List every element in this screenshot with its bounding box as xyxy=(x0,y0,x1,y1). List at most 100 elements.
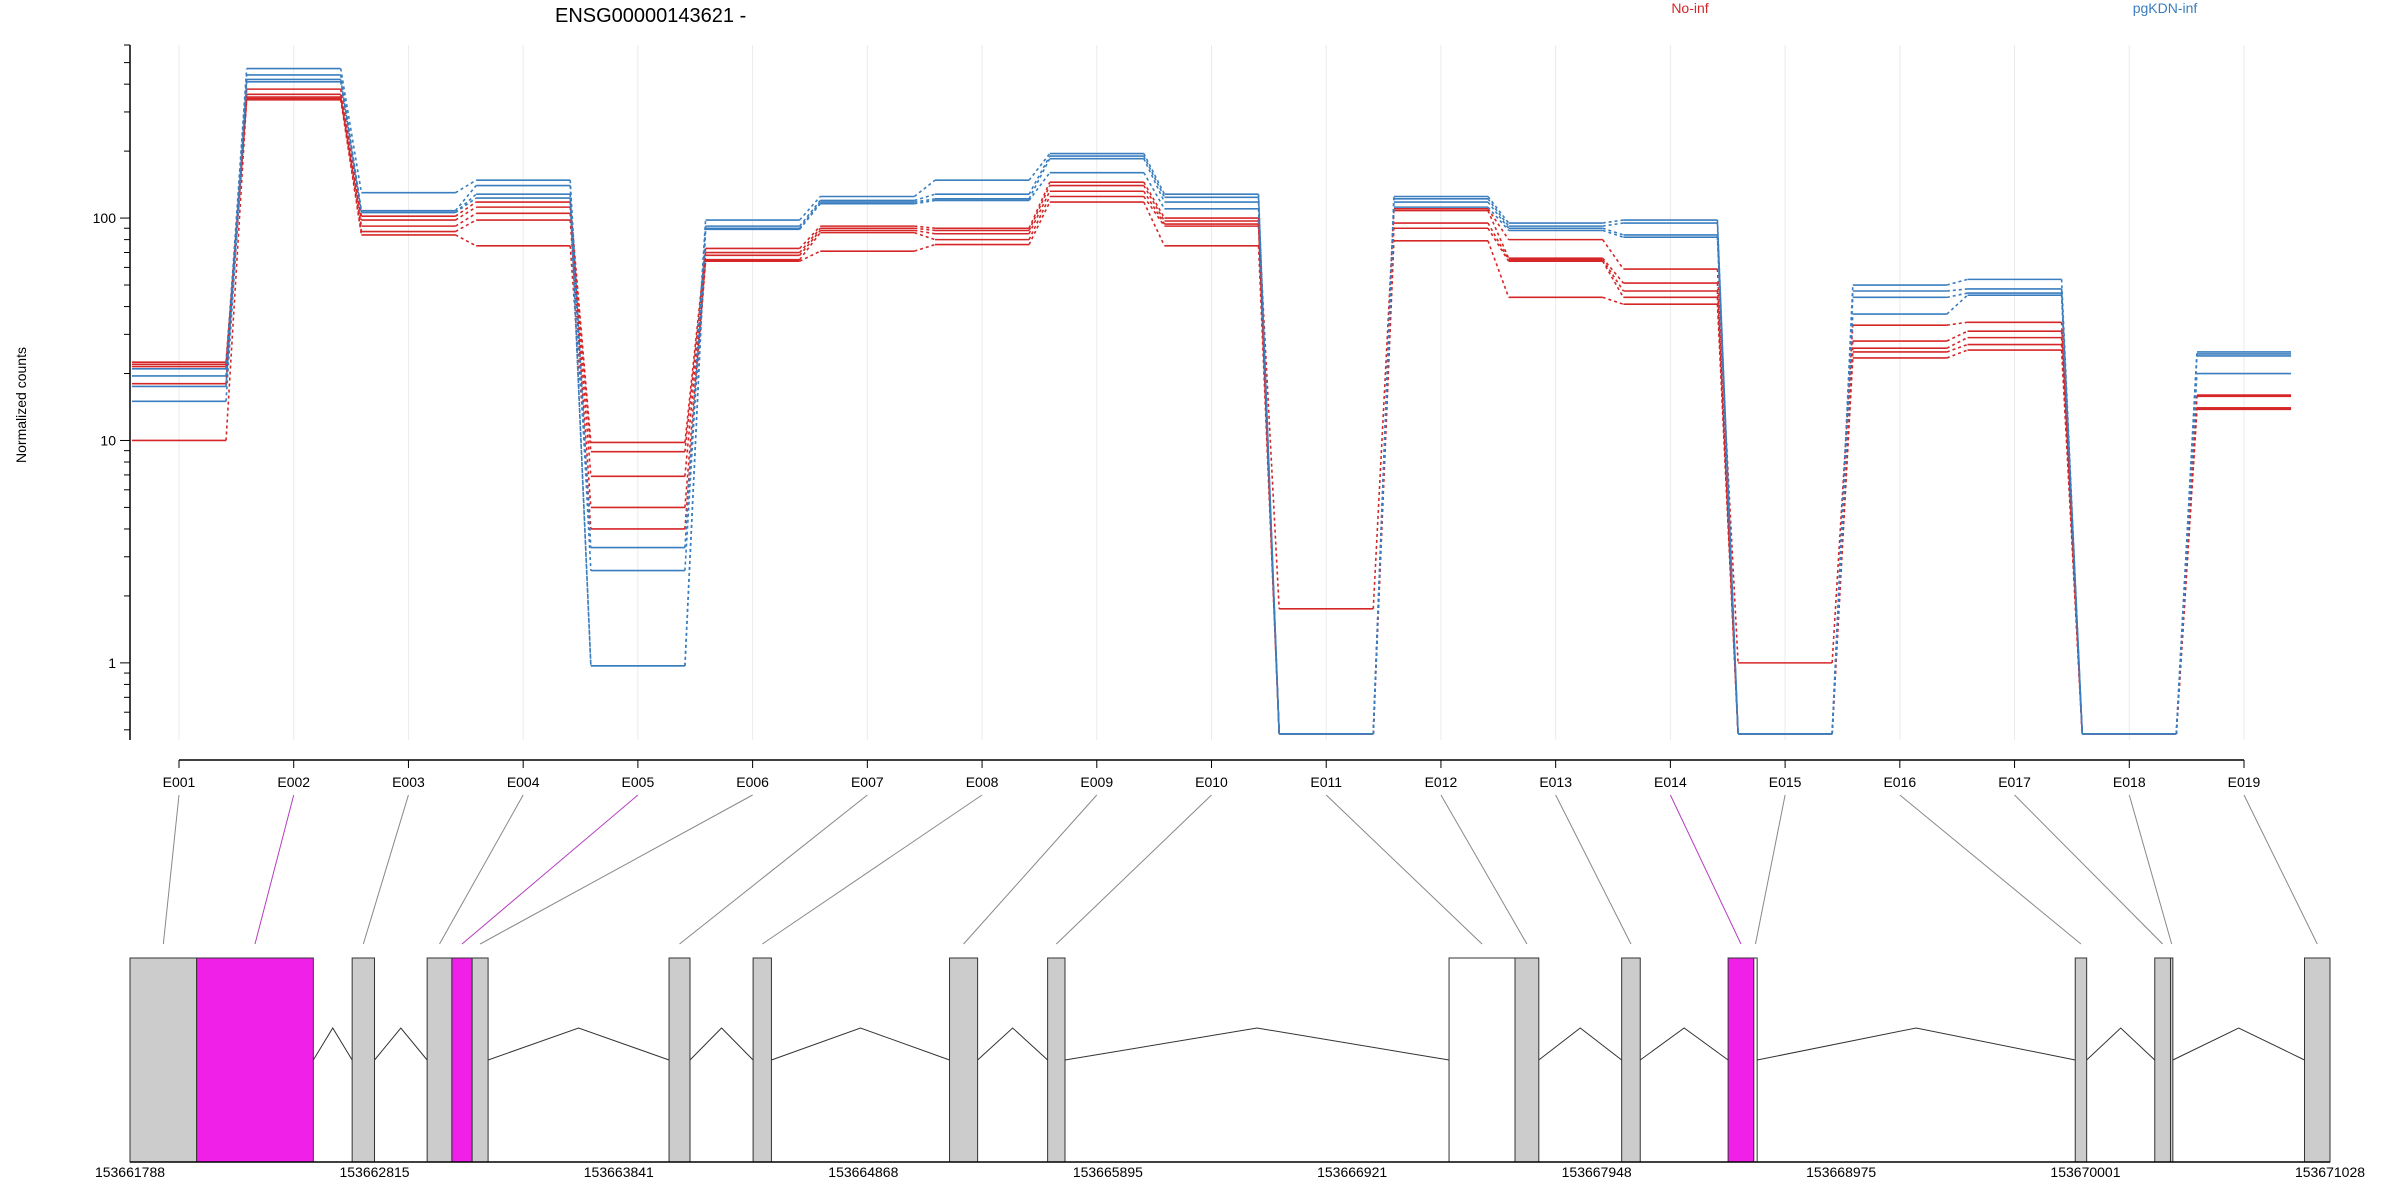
series-7-connector xyxy=(914,193,936,202)
position-label: 153664868 xyxy=(828,1164,898,1180)
series-3-connector xyxy=(1028,190,1051,235)
x-tick-label-e009: E009 xyxy=(1080,774,1113,790)
x-tick-label-e008: E008 xyxy=(966,774,999,790)
series-9-connector xyxy=(1716,237,1739,734)
series-9-connector xyxy=(2175,373,2198,734)
exon-box-e014 xyxy=(1727,957,1755,1163)
y-tick-label: 1 xyxy=(108,655,116,671)
series-2-connector xyxy=(799,227,821,254)
position-label: 153665895 xyxy=(1073,1164,1143,1180)
series-8-connector xyxy=(1143,158,1166,203)
connector-e015 xyxy=(1754,794,1786,945)
series-9-connector xyxy=(799,203,821,230)
series-1-connector xyxy=(1028,181,1051,229)
series-4-connector xyxy=(1602,260,1625,298)
exon-box-e010 xyxy=(1047,957,1066,1163)
position-label: 153661788 xyxy=(95,1164,165,1180)
exon-box-e005 xyxy=(451,957,473,1163)
series-4-connector xyxy=(914,231,936,241)
series-5-connector xyxy=(1487,240,1510,298)
series-4-connector xyxy=(1028,196,1051,240)
exon-box-e002 xyxy=(196,957,314,1163)
series-7-connector xyxy=(1602,222,1624,227)
connector-e002 xyxy=(254,794,295,945)
intron-line xyxy=(771,1027,950,1061)
connector-e003 xyxy=(362,794,409,945)
series-2-connector xyxy=(1487,210,1510,259)
series-6-connector xyxy=(1946,278,1968,286)
series-7-connector xyxy=(1487,198,1510,227)
series-9 xyxy=(131,80,2292,735)
intron-line xyxy=(1757,1027,2076,1061)
x-tick-label-e006: E006 xyxy=(736,774,769,790)
series-9-connector xyxy=(339,81,363,213)
connector-e014 xyxy=(1669,794,1742,945)
series-1-connector xyxy=(1143,181,1166,219)
position-label: 153671028 xyxy=(2295,1164,2365,1180)
x-tick-label-e003: E003 xyxy=(392,774,425,790)
connector-e013 xyxy=(1555,794,1632,945)
connector-e007 xyxy=(679,794,868,945)
series-5-connector xyxy=(799,250,821,262)
legend-pgkdn-inf: pgKDN-inf xyxy=(2133,0,2198,16)
series-1-connector xyxy=(914,225,936,230)
connector-e012 xyxy=(1440,794,1528,945)
connector-e005 xyxy=(461,794,639,945)
series-6-connector xyxy=(339,68,363,193)
exon-box-e016 xyxy=(2074,957,2088,1163)
intron-line xyxy=(1639,1027,1729,1061)
series-8-connector xyxy=(1602,227,1624,236)
exon-connectors xyxy=(162,794,2318,945)
exon-box-e012 xyxy=(1514,957,1540,1163)
x-tick-label-e016: E016 xyxy=(1883,774,1916,790)
position-label: 153670001 xyxy=(2050,1164,2120,1180)
connector-e004 xyxy=(439,794,524,945)
connector-e010 xyxy=(1055,794,1212,945)
position-label: 153663841 xyxy=(584,1164,654,1180)
connector-e011 xyxy=(1325,794,1483,945)
chart-title: ENSG00000143621 - xyxy=(555,5,746,27)
series-2-connector xyxy=(1831,340,1854,734)
series-3-connector xyxy=(1602,259,1625,292)
x-tick-label-e011: E011 xyxy=(1310,774,1342,790)
connector-e017 xyxy=(2014,794,2163,945)
series-2-connector xyxy=(914,227,936,232)
x-tick-label-e012: E012 xyxy=(1425,774,1458,790)
y-tick-label: 10 xyxy=(100,432,116,448)
series-1-connector xyxy=(1487,208,1510,241)
series-3-connector xyxy=(1257,224,1280,734)
exon-box-e003 xyxy=(351,957,376,1163)
connector-e006 xyxy=(479,794,753,945)
legend-no-inf: No-inf xyxy=(1671,0,1708,16)
series-6-connector xyxy=(2060,279,2084,734)
x-tick-label-e005: E005 xyxy=(622,774,655,790)
series-7-connector xyxy=(2175,353,2198,734)
series-8-connector xyxy=(1028,158,1051,200)
series-9-connector xyxy=(1487,206,1510,231)
genomic-position-axis: 153661788 153662815 153663841 153664868 1536… xyxy=(95,1161,2365,1180)
series-7-connector xyxy=(454,185,477,212)
connector-e008 xyxy=(761,794,983,945)
connector-e016 xyxy=(1899,794,2082,945)
series-lines xyxy=(131,67,2292,735)
gene-model-track xyxy=(129,957,2331,1163)
exon-box-e004 xyxy=(426,957,453,1163)
series-1-connector xyxy=(799,225,821,250)
series-1-connector xyxy=(1831,325,1854,663)
position-label: 153662815 xyxy=(339,1164,409,1180)
exon-box-e001 xyxy=(129,957,198,1163)
series-9-connector xyxy=(455,197,477,214)
exon-box-e013 xyxy=(1621,957,1641,1163)
exon-box-e017 xyxy=(2154,957,2171,1163)
intron-line xyxy=(689,1027,754,1061)
series-6-connector xyxy=(684,219,707,548)
x-tick-label-e014: E014 xyxy=(1654,774,1687,790)
series-9-connector xyxy=(1831,314,1854,734)
connector-e009 xyxy=(963,794,1098,945)
x-tick-label-e002: E002 xyxy=(277,774,310,790)
series-7-connector xyxy=(1028,155,1051,195)
intron-line xyxy=(977,1027,1048,1061)
series-2-connector xyxy=(1602,257,1624,284)
position-label: 153668975 xyxy=(1806,1164,1876,1180)
